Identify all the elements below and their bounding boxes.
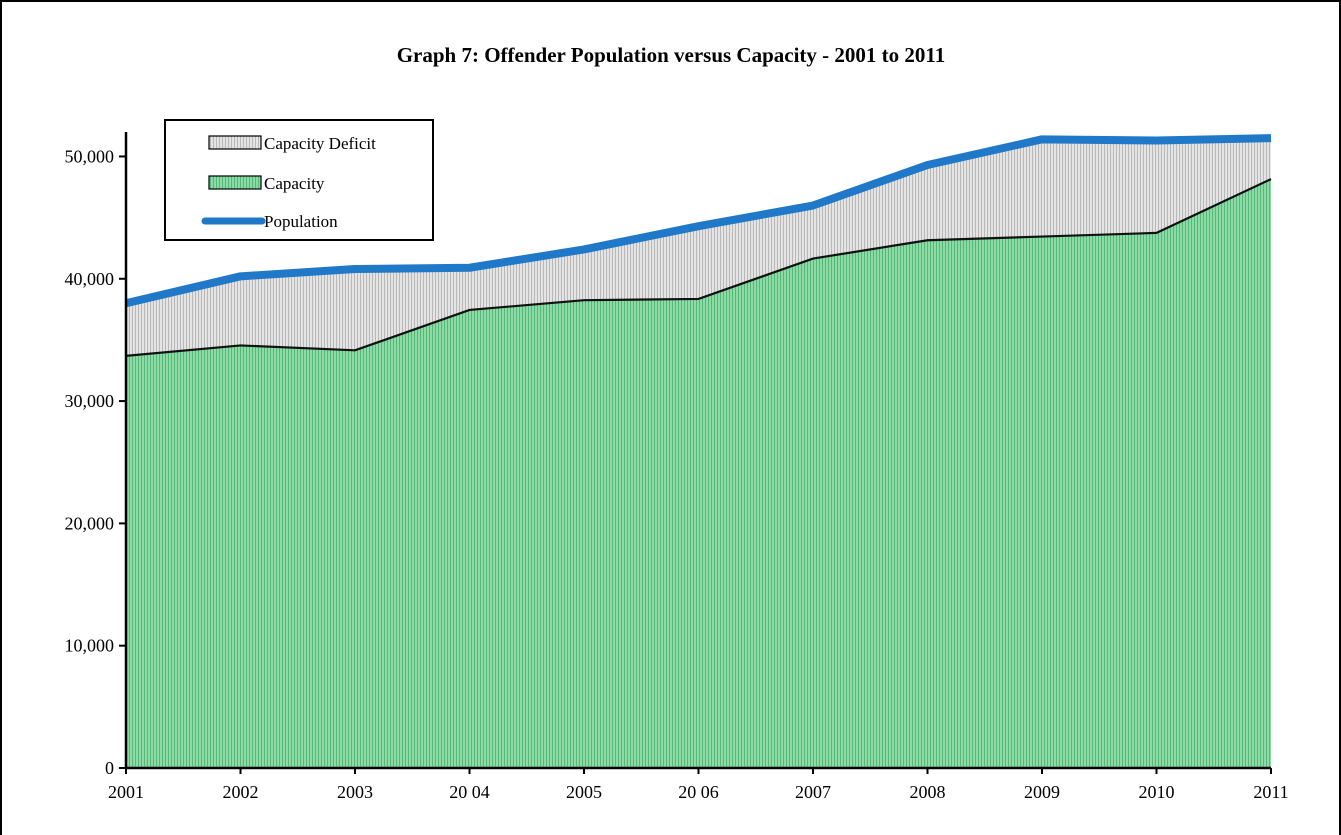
x-tick-label: 2011 [1253,782,1288,802]
legend-label-capacity-deficit: Capacity Deficit [264,134,376,153]
y-tick-label: 30,000 [65,391,115,411]
x-tick-label: 2002 [223,782,259,802]
population-line [125,134,1272,308]
x-tick-label: 2008 [910,782,946,802]
x-tick-label: 2007 [795,782,831,802]
legend: Capacity Deficit Capacity Population [164,119,434,241]
y-tick-label: 20,000 [65,513,115,533]
x-tick-label: 20 04 [449,782,490,802]
legend-label-population: Population [264,212,338,231]
legend-item-population: Population [201,212,338,231]
legend-item-capacity: Capacity [208,174,325,193]
legend-label-capacity: Capacity [264,174,325,193]
x-tick-label: 2005 [566,782,602,802]
y-tick-label: 0 [105,758,114,778]
y-tick-label: 40,000 [65,269,115,289]
x-tick-label: 2003 [337,782,373,802]
x-tick-label: 2009 [1024,782,1060,802]
x-axis: 2001 2002 2003 20 04 2005 20 06 2007 2008 2009 20… [108,766,1289,802]
x-tick-label: 2010 [1139,782,1175,802]
x-tick-label: 2001 [108,782,144,802]
capacity-deficit-area [126,138,1271,356]
capacity-line [125,178,1272,357]
y-tick-label: 10,000 [65,636,115,656]
y-axis: 0 10,000 20,000 30,000 40,000 50,000 [65,132,128,778]
legend-swatch-capacity-deficit [208,135,262,150]
chart-title: Graph 7: Offender Population versus Capa… [397,43,946,67]
legend-swatch-capacity [208,175,262,190]
y-tick-label: 50,000 [65,146,115,166]
capacity-area [126,179,1271,769]
plot-area [125,134,1272,769]
x-tick-label: 20 06 [678,782,719,802]
legend-item-capacity-deficit: Capacity Deficit [208,134,376,153]
